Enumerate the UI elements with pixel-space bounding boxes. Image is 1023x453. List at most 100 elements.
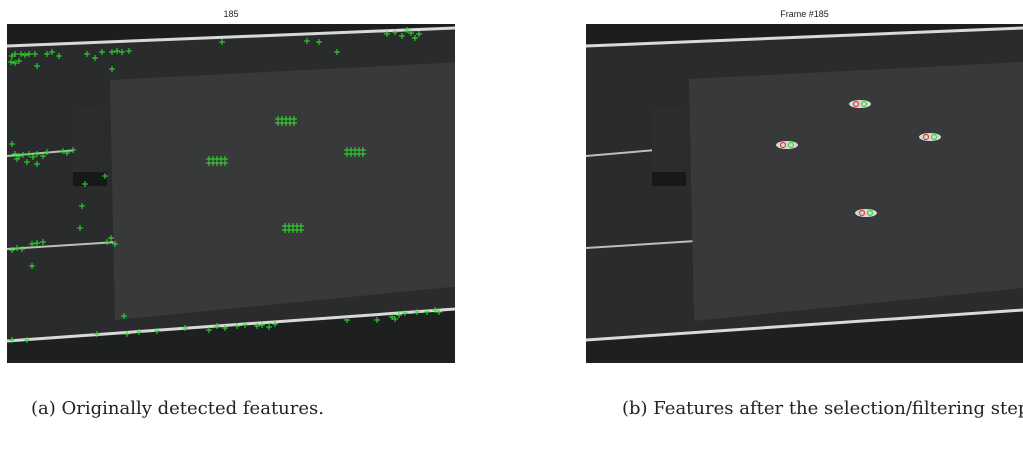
- feature-marker: [392, 29, 398, 35]
- frame-title: 185: [223, 9, 239, 19]
- feature-marker: [432, 307, 438, 313]
- feature-marker: [408, 30, 414, 36]
- feature-marker: [26, 51, 32, 57]
- feature-marker: [206, 327, 212, 333]
- feature-marker: [858, 209, 866, 217]
- selected-feature: [919, 133, 941, 141]
- feature-marker: [259, 322, 265, 328]
- feature-marker: [234, 323, 240, 329]
- feature-marker: [79, 203, 85, 209]
- feature-marker: [779, 141, 787, 149]
- feature-blob: [849, 100, 871, 108]
- feature-blob: [855, 209, 877, 217]
- frame-185-detected-features: [7, 24, 455, 363]
- feature-marker: [360, 151, 366, 157]
- feature-marker: [402, 310, 408, 316]
- feature-marker: [34, 63, 40, 69]
- feature-marker: [56, 53, 62, 59]
- feature-marker: [272, 321, 278, 327]
- feature-marker: [34, 161, 40, 167]
- feature-marker: [316, 39, 322, 45]
- feature-marker: [12, 60, 18, 66]
- feature-marker: [404, 27, 410, 33]
- feature-marker: [9, 337, 15, 343]
- feature-marker: [70, 147, 76, 153]
- feature-marker: [12, 51, 18, 57]
- feature-marker: [374, 317, 380, 323]
- feature-marker: [121, 313, 127, 319]
- feature-blob: [776, 141, 798, 149]
- frame-185-filtered-features: [586, 24, 1023, 363]
- figure-caption: (a) Originally detected features.: [31, 398, 324, 419]
- feature-marker: [99, 49, 105, 55]
- feature-marker: [44, 51, 50, 57]
- feature-marker: [436, 309, 442, 315]
- feature-marker: [114, 48, 120, 54]
- feature-marker: [32, 51, 38, 57]
- feature-marker: [852, 100, 860, 108]
- feature-marker: [82, 181, 88, 187]
- feature-marker: [8, 59, 14, 65]
- feature-marker: [254, 323, 260, 329]
- feature-marker: [40, 153, 46, 159]
- feature-marker: [84, 51, 90, 57]
- feature-marker: [112, 241, 118, 247]
- feature-marker: [30, 154, 36, 160]
- selected-feature: [776, 141, 798, 149]
- feature-marker: [44, 149, 50, 155]
- feature-blob: [919, 133, 941, 141]
- feature-marker: [124, 331, 130, 337]
- feature-marker: [40, 239, 46, 245]
- feature-marker: [860, 100, 868, 108]
- feature-marker: [102, 173, 108, 179]
- feature-marker: [34, 151, 40, 157]
- feature-marker: [242, 322, 248, 328]
- feature-marker: [344, 317, 350, 323]
- feature-marker: [922, 133, 930, 141]
- feature-marker: [392, 316, 398, 322]
- feature-marker: [222, 160, 228, 166]
- feature-marker: [412, 35, 418, 41]
- feature-marker: [109, 66, 115, 72]
- feature-marker: [787, 141, 795, 149]
- feature-marker: [14, 156, 20, 162]
- feature-marker: [396, 312, 402, 318]
- feature-marker: [92, 55, 98, 61]
- feature-marker: [16, 58, 22, 64]
- selected-feature: [849, 100, 871, 108]
- feature-marker: [182, 325, 188, 331]
- feature-marker: [334, 49, 340, 55]
- feature-marker: [29, 241, 35, 247]
- detected-feature-markers: [8, 27, 442, 343]
- feature-marker: [94, 331, 100, 337]
- feature-marker: [64, 150, 70, 156]
- feature-marker: [12, 151, 18, 157]
- feature-marker: [416, 31, 422, 37]
- feature-marker: [29, 263, 35, 269]
- selected-feature-markers: [776, 100, 941, 217]
- feature-marker: [298, 227, 304, 233]
- feature-marker: [214, 323, 220, 329]
- feature-marker: [60, 148, 66, 154]
- feature-marker: [49, 49, 55, 55]
- feature-marker: [26, 151, 32, 157]
- feature-marker: [219, 39, 225, 45]
- feature-marker: [24, 337, 30, 343]
- video-frame-image: [586, 24, 1023, 363]
- feature-marker: [24, 159, 30, 165]
- feature-marker: [304, 38, 310, 44]
- feature-marker: [119, 49, 125, 55]
- feature-marker: [266, 324, 272, 330]
- feature-marker: [866, 209, 874, 217]
- feature-marker: [19, 246, 25, 252]
- feature-marker: [399, 33, 405, 39]
- feature-marker: [930, 133, 938, 141]
- feature-marker: [154, 328, 160, 334]
- feature-marker: [126, 48, 132, 54]
- feature-marker: [222, 325, 228, 331]
- feature-marker: [291, 120, 297, 126]
- feature-marker: [136, 329, 142, 335]
- feature-marker: [18, 51, 24, 57]
- feature-marker: [9, 247, 15, 253]
- feature-marker: [9, 141, 15, 147]
